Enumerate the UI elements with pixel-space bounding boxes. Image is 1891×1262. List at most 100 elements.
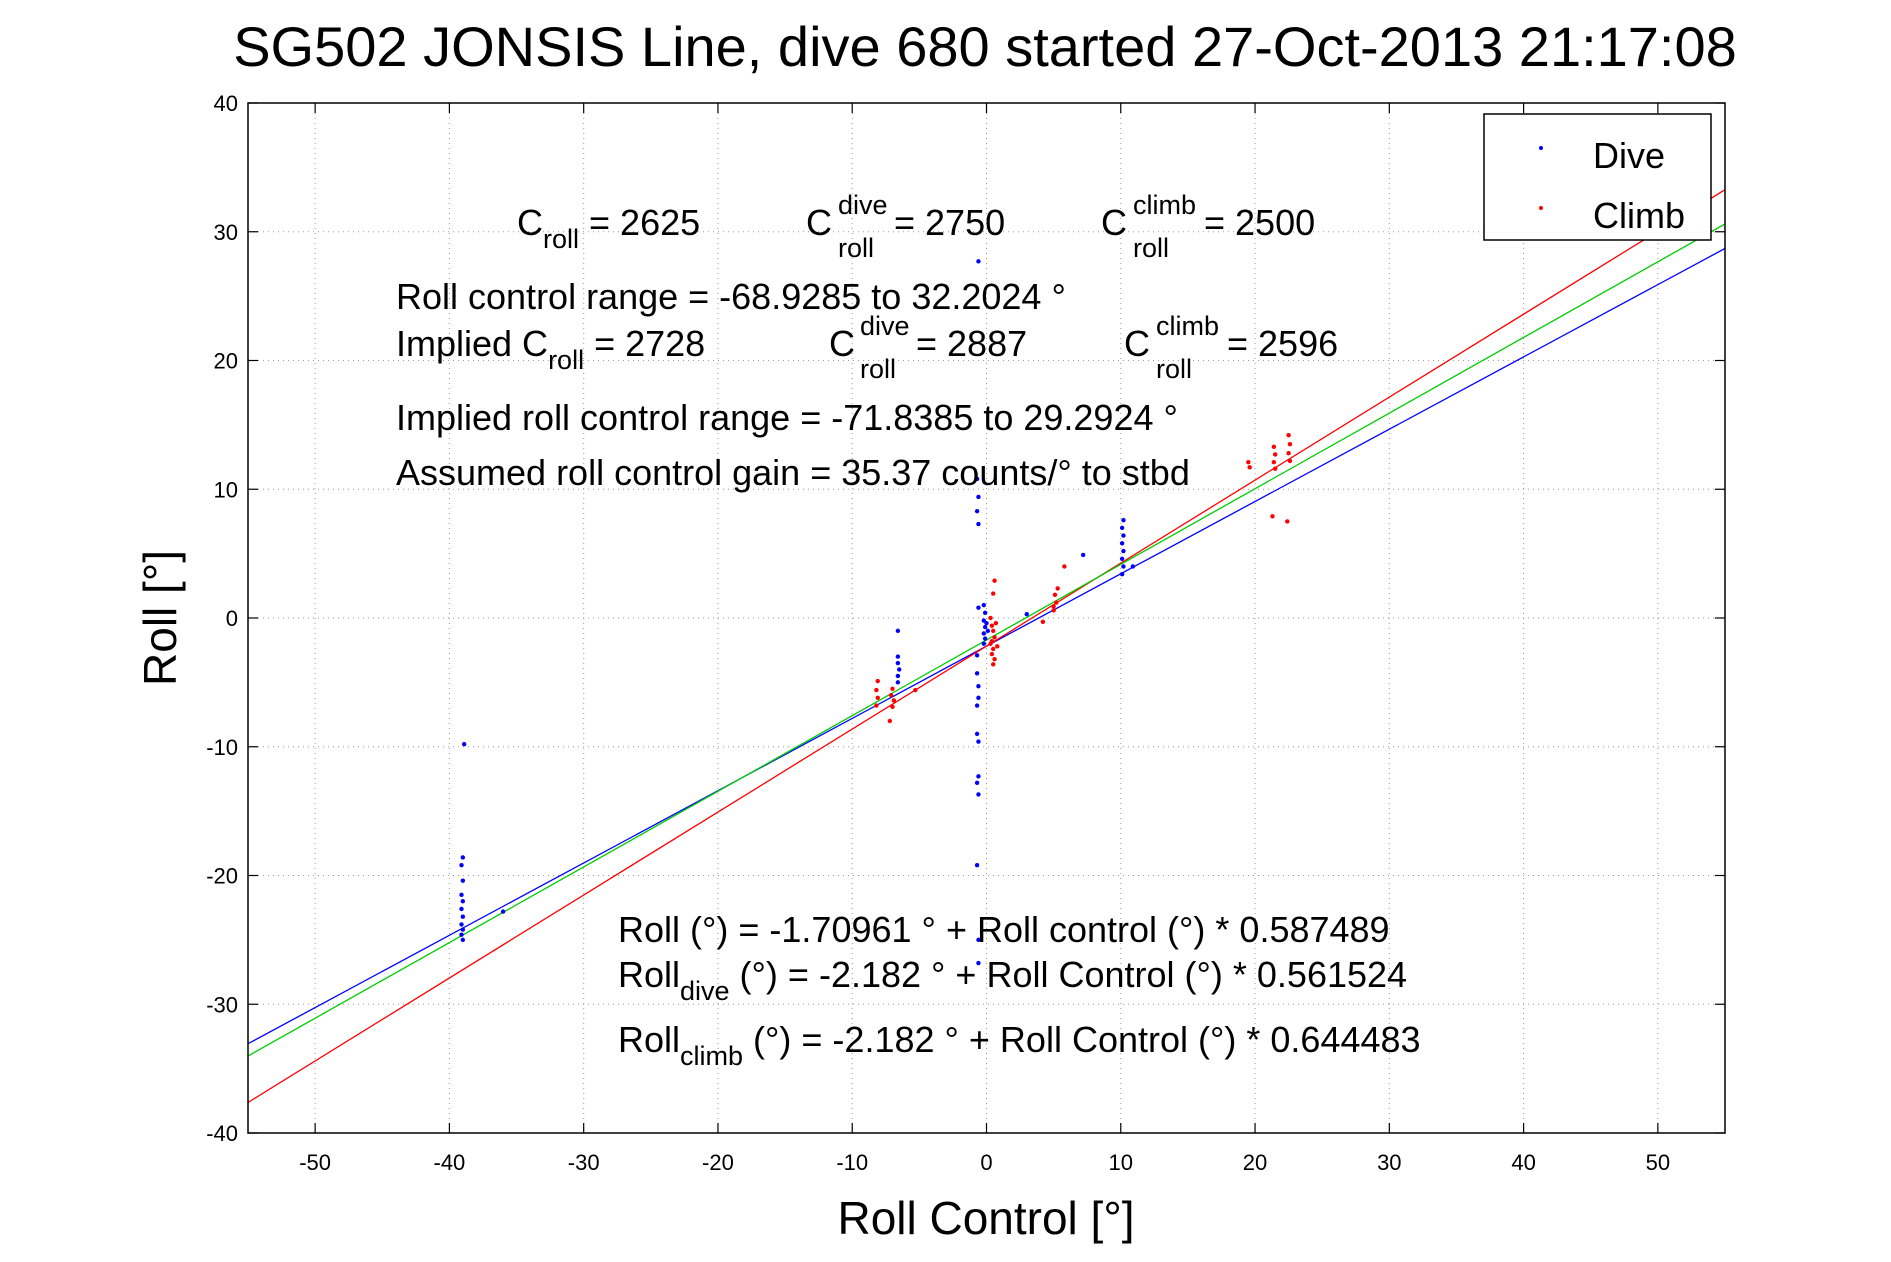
dive-point xyxy=(1119,525,1125,531)
c-roll-prefix: C xyxy=(517,202,543,243)
dive-point xyxy=(976,937,981,943)
climb-point xyxy=(874,687,879,693)
dive-point xyxy=(976,774,981,779)
climb-point xyxy=(1052,592,1058,598)
dive-point xyxy=(460,878,466,883)
equation-all: Roll (°) = -1.70961 ° + Roll control (°)… xyxy=(618,909,1390,950)
dive-point xyxy=(974,476,980,482)
x-tick-label: -30 xyxy=(568,1150,600,1175)
dive-point xyxy=(895,680,901,685)
x-tick-label: -50 xyxy=(299,1150,331,1175)
dive-point xyxy=(976,960,981,966)
climb-point xyxy=(1040,619,1046,625)
dive-point xyxy=(1121,533,1126,538)
climb-point xyxy=(1270,514,1275,519)
dive-point xyxy=(459,932,464,937)
dive-point xyxy=(460,855,466,860)
implied-c-roll-dive-sub: roll xyxy=(860,354,896,384)
implied-c-roll-climb-sup: climb xyxy=(1156,311,1219,341)
dive-point xyxy=(895,660,901,666)
equation-climb-sub: climb xyxy=(680,1041,743,1071)
equation-dive: Rolldive (°) = -2.182 ° + Roll Control (… xyxy=(618,954,1407,1006)
climb-point xyxy=(890,686,895,692)
dive-point xyxy=(1119,541,1125,546)
dive-point xyxy=(974,671,980,676)
implied-c-roll-climb-value: = 2596 xyxy=(1227,323,1338,364)
annotations: Croll = 2625 C dive roll = 2750 C climb … xyxy=(396,190,1421,1071)
dive-point xyxy=(459,922,464,927)
x-tick-label: 30 xyxy=(1377,1150,1401,1175)
climb-point xyxy=(993,620,999,626)
equation-climb: Rollclimb (°) = -2.182 ° + Roll Control … xyxy=(618,1019,1421,1071)
climb-point xyxy=(992,657,997,662)
x-tick-label: 0 xyxy=(980,1150,992,1175)
c-roll-climb-value: = 2500 xyxy=(1204,202,1315,243)
dive-point xyxy=(459,906,464,912)
implied-c-roll-prefix: Implied C xyxy=(396,323,548,364)
y-tick-label: 0 xyxy=(226,606,238,631)
c-roll-annotation: Croll = 2625 xyxy=(517,202,700,254)
dive-point xyxy=(1130,564,1136,569)
dive-point xyxy=(500,909,506,914)
dive-point xyxy=(974,780,980,785)
dive-point xyxy=(981,631,987,636)
y-tick-label: -10 xyxy=(206,735,238,760)
dive-point xyxy=(976,792,981,797)
x-axis-label: Roll Control [°] xyxy=(837,1192,1134,1244)
dive-point xyxy=(459,863,464,868)
gain-annotation: Assumed roll control gain = 35.37 counts… xyxy=(396,452,1190,493)
climb-point xyxy=(1051,608,1056,613)
dive-point xyxy=(974,863,980,868)
climb-point xyxy=(887,718,893,724)
dive-point xyxy=(976,259,981,264)
climb-point xyxy=(1272,466,1278,471)
equation-dive-sub: dive xyxy=(680,976,730,1006)
dive-point xyxy=(984,620,989,626)
fit-line xyxy=(248,189,1725,1104)
dive-point xyxy=(1119,572,1125,577)
data-points xyxy=(459,259,1293,966)
dive-point xyxy=(895,654,901,659)
x-tick-label: -10 xyxy=(836,1150,868,1175)
x-tick-label: 40 xyxy=(1511,1150,1535,1175)
dive-point xyxy=(460,914,466,919)
dive-point xyxy=(974,703,980,708)
x-tick-label: 10 xyxy=(1109,1150,1133,1175)
climb-point xyxy=(991,591,996,596)
equation-dive-value: (°) = -2.182 ° + Roll Control (°) * 0.56… xyxy=(730,954,1408,995)
climb-point xyxy=(989,638,995,644)
x-tick-label: 50 xyxy=(1646,1150,1670,1175)
y-tick-label: -20 xyxy=(206,864,238,889)
legend-dive-label: Dive xyxy=(1593,135,1665,176)
climb-point xyxy=(1285,519,1290,524)
climb-point xyxy=(1286,451,1291,456)
climb-point xyxy=(988,615,993,621)
y-tick-label: -30 xyxy=(206,992,238,1017)
dive-point xyxy=(1080,552,1086,558)
legend-climb-label: Climb xyxy=(1593,195,1685,236)
climb-point xyxy=(1246,460,1251,465)
climb-point xyxy=(995,644,1000,649)
x-tick-label: -20 xyxy=(702,1150,734,1175)
climb-point xyxy=(875,678,880,684)
chart-title: SG502 JONSIS Line, dive 680 started 27-O… xyxy=(233,15,1737,78)
y-tick-label: 40 xyxy=(214,91,238,116)
equation-climb-value: (°) = -2.182 ° + Roll Control (°) * 0.64… xyxy=(743,1019,1421,1060)
legend-box xyxy=(1483,113,1712,241)
dive-point xyxy=(897,667,902,672)
grid xyxy=(248,102,1725,1134)
c-roll-dive-value: = 2750 xyxy=(894,202,1005,243)
implied-range-annotation: Implied roll control range = -71.8385 to… xyxy=(396,397,1178,438)
dive-point xyxy=(460,899,466,904)
dive-point xyxy=(459,892,464,898)
dive-point xyxy=(976,605,981,610)
dive-point xyxy=(974,653,980,658)
implied-c-roll-dive-prefix: C xyxy=(829,323,855,364)
climb-point xyxy=(989,623,995,628)
climb-point xyxy=(890,704,895,710)
y-tick-label: 20 xyxy=(214,349,238,374)
y-tick-label: -40 xyxy=(206,1121,238,1146)
climb-point xyxy=(875,695,880,701)
roll-range-annotation: Roll control range = -68.9285 to 32.2024… xyxy=(396,276,1066,317)
